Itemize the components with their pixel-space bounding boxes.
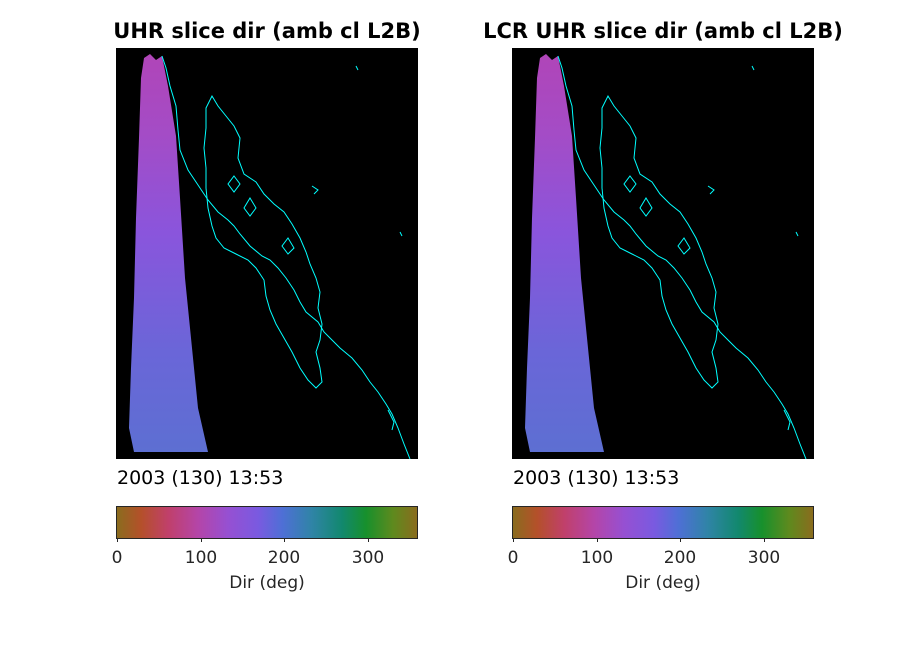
- colorbar-tick: [284, 538, 285, 542]
- map-image: [129, 54, 411, 459]
- direction-map: [116, 48, 418, 459]
- panel-title: LCR UHR slice dir (amb cl L2B): [483, 19, 843, 43]
- colorbar-tick: [117, 538, 118, 542]
- timestamp-label: 2003 (130) 13:53: [513, 467, 680, 489]
- wind-swath: [129, 54, 208, 452]
- colorbar-tick: [597, 538, 598, 542]
- colorbar-tick: [764, 538, 765, 542]
- colorbar-tick: [368, 538, 369, 542]
- left-panel: UHR slice dir (amb cl L2B): [112, 0, 421, 652]
- wind-swath: [525, 54, 604, 452]
- colorbar: [512, 506, 814, 539]
- colorbar-tick-label: 300: [351, 548, 385, 568]
- colorbar-tick: [513, 538, 514, 542]
- colorbar-tick-label: 100: [580, 548, 614, 568]
- colorbar-axis-label: Dir (deg): [229, 573, 305, 593]
- map-image: [525, 54, 807, 459]
- right-panel: LCR UHR slice dir (amb cl L2B): [483, 0, 843, 652]
- colorbar-tick-label: 300: [747, 548, 781, 568]
- panel-title: UHR slice dir (amb cl L2B): [113, 19, 421, 43]
- colorbar-tick-label: 200: [663, 548, 697, 568]
- direction-map: [512, 48, 814, 459]
- timestamp-label: 2003 (130) 13:53: [117, 467, 284, 489]
- colorbar: [116, 506, 418, 539]
- colorbar-tick: [680, 538, 681, 542]
- colorbar-tick: [201, 538, 202, 542]
- colorbar-tick-label: 0: [507, 548, 519, 568]
- colorbar-axis-label: Dir (deg): [625, 573, 701, 593]
- coastline: [557, 55, 807, 459]
- coastline: [161, 55, 411, 459]
- colorbar-tick-label: 0: [111, 548, 123, 568]
- colorbar-tick-label: 100: [184, 548, 218, 568]
- colorbar-tick-label: 200: [267, 548, 301, 568]
